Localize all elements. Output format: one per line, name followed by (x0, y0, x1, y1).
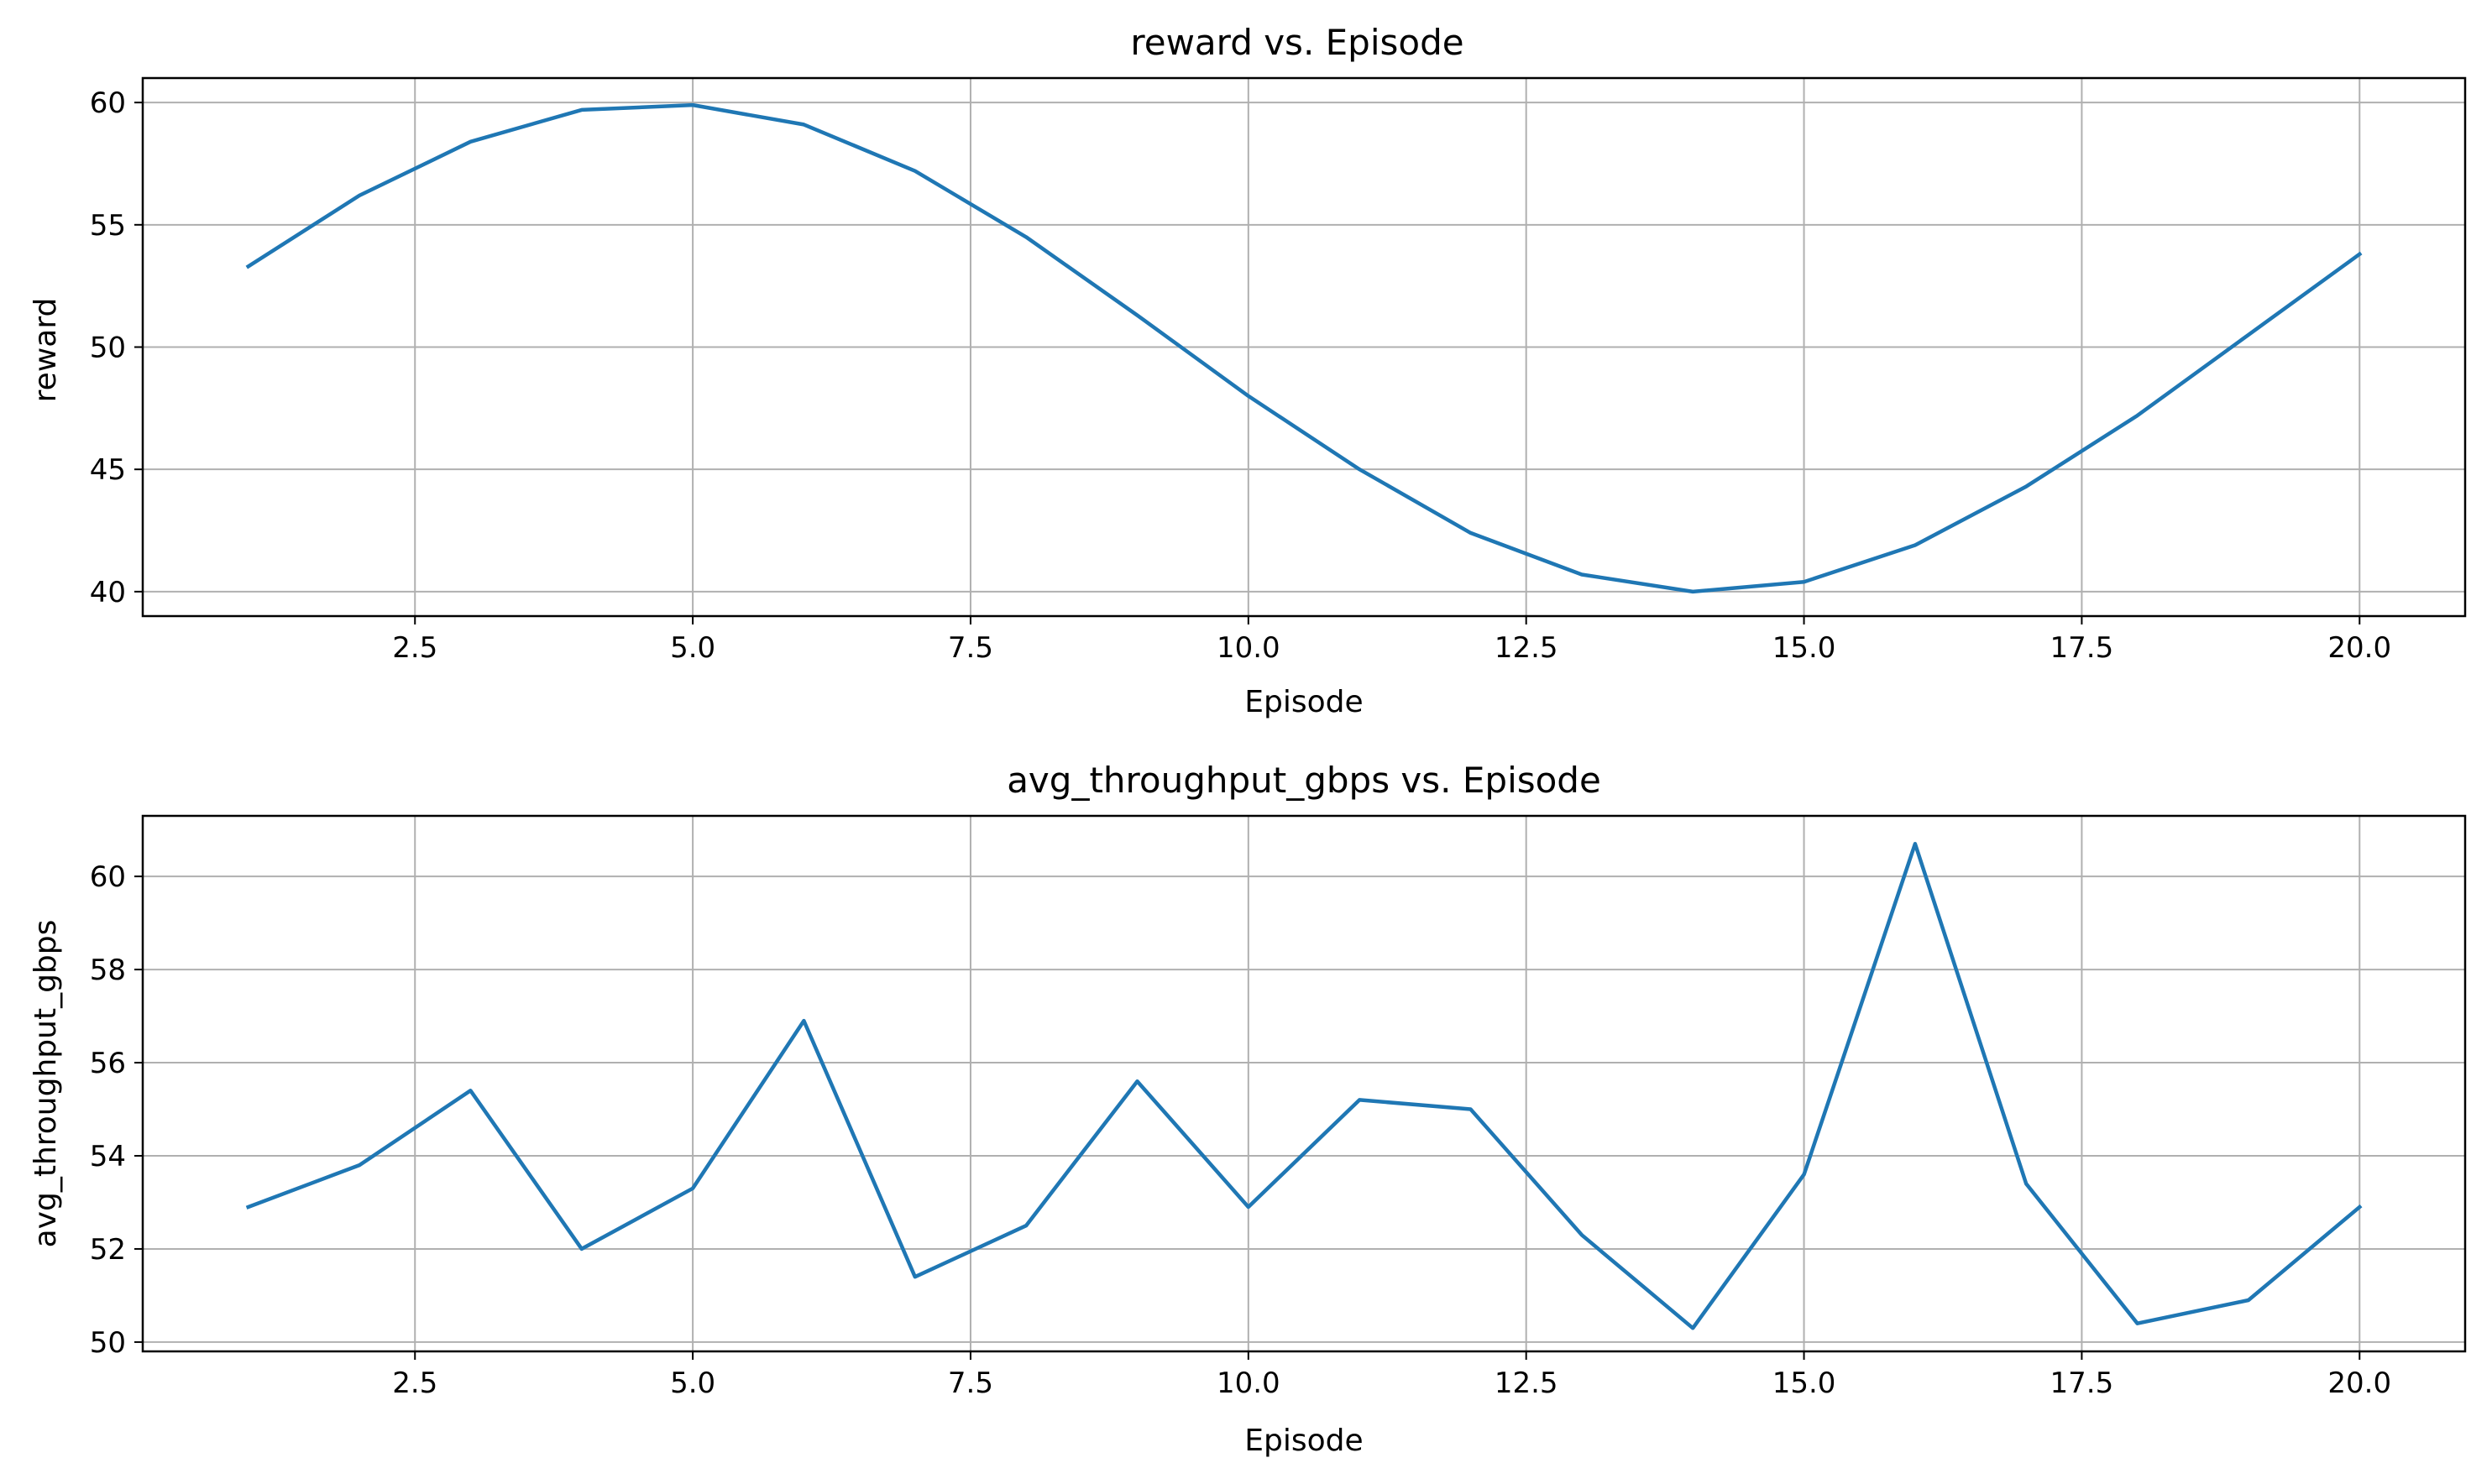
throughput-y-tick-label: 56 (90, 1047, 126, 1080)
throughput-x-tick-label: 12.5 (1495, 1366, 1558, 1400)
reward-y-tick-label: 45 (90, 453, 126, 487)
reward-x-axis-label: Episode (1244, 685, 1363, 719)
reward-y-axis-label: reward (29, 298, 63, 403)
throughput-x-tick-label: 15.0 (1772, 1366, 1836, 1400)
throughput-plot-frame (141, 814, 2467, 1353)
throughput-chart-title: avg_throughput_gbps vs. Episode (1007, 760, 1601, 801)
throughput-x-tick-label: 5.0 (670, 1366, 715, 1400)
throughput-y-tick-label: 52 (90, 1233, 126, 1267)
throughput-y-axis-label: avg_throughput_gbps (29, 920, 63, 1248)
reward-y-ticks: 40 45 50 55 60 (90, 86, 143, 609)
throughput-x-axis-label: Episode (1244, 1424, 1363, 1458)
throughput-y-tick-label: 60 (90, 860, 126, 894)
reward-y-tick-label: 55 (90, 209, 126, 243)
reward-chart-title: reward vs. Episode (1130, 22, 1463, 63)
throughput-y-ticks: 50 52 54 56 58 60 (90, 860, 143, 1360)
reward-line (245, 102, 2363, 594)
throughput-x-tick-label: 7.5 (948, 1366, 993, 1400)
reward-x-tick-label: 10.0 (1217, 631, 1280, 665)
throughput-chart: avg_throughput_gbps vs. Episode 2.5 5.0 7.… (29, 760, 2467, 1458)
reward-y-tick-label: 50 (90, 332, 126, 365)
reward-x-tick-label: 20.0 (2327, 631, 2391, 665)
throughput-x-tick-label: 17.5 (2050, 1366, 2114, 1400)
reward-y-tick-label: 60 (90, 86, 126, 120)
reward-x-tick-label: 2.5 (392, 631, 437, 665)
reward-x-tick-label: 17.5 (2050, 631, 2114, 665)
throughput-y-tick-label: 54 (90, 1140, 126, 1173)
reward-series-line (245, 102, 2363, 594)
throughput-x-tick-label: 20.0 (2327, 1366, 2391, 1400)
throughput-y-tick-label: 58 (90, 954, 126, 987)
reward-x-tick-label: 12.5 (1495, 631, 1558, 665)
throughput-x-tick-label: 2.5 (392, 1366, 437, 1400)
throughput-x-ticks: 2.5 5.0 7.5 10.0 12.5 15.0 17.5 20.0 (392, 1351, 2391, 1400)
reward-x-ticks: 2.5 5.0 7.5 10.0 12.5 15.0 17.5 20.0 (392, 616, 2391, 665)
throughput-x-tick-label: 10.0 (1217, 1366, 1280, 1400)
throughput-y-tick-label: 50 (90, 1326, 126, 1360)
reward-x-tick-label: 5.0 (670, 631, 715, 665)
reward-x-tick-label: 15.0 (1772, 631, 1836, 665)
throughput-series-line (245, 842, 2363, 1330)
reward-y-tick-label: 40 (90, 576, 126, 609)
reward-gridlines (143, 78, 2465, 616)
reward-x-tick-label: 7.5 (948, 631, 993, 665)
throughput-line (245, 842, 2363, 1330)
reward-chart: reward vs. Episode 2.5 5.0 7.5 10.0 12.5 15.0… (29, 22, 2467, 719)
